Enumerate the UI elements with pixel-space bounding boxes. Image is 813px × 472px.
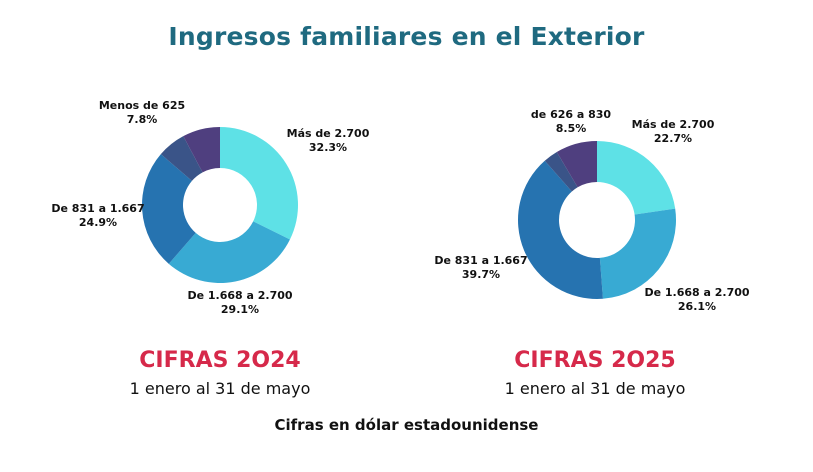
slice-label-0-4: Menos de 625 (99, 99, 185, 112)
slice-value-0-1: 29.1% (221, 303, 259, 316)
donut-slice-1-3 (544, 152, 578, 192)
slice-label-0-0: Más de 2.700 (287, 127, 370, 140)
slice-label-1-1: De 1.668 a 2.700 (644, 286, 749, 299)
donut-slice-1-2 (518, 160, 603, 299)
slice-label-1-2: De 831 a 1.667 (434, 254, 527, 267)
slice-label-1-0: Más de 2.700 (632, 118, 715, 131)
caption-2025-subtitle: 1 enero al 31 de mayo (504, 379, 686, 398)
slice-value-1-1: 26.1% (678, 300, 716, 313)
caption-2025-title: CIFRAS 2O25 (514, 348, 676, 373)
donut-slice-1-4 (556, 141, 597, 188)
donut-slice-0-4 (183, 127, 220, 173)
donut-slice-0-3 (160, 136, 203, 181)
slice-value-0-0: 32.3% (309, 141, 347, 154)
slice-value-1-4: 8.5% (556, 122, 587, 135)
donut-slice-0-2 (142, 154, 196, 264)
slice-label-0-2: De 831 a 1.667 (51, 202, 144, 215)
donut-slice-1-0 (597, 141, 676, 215)
slice-value-0-4: 7.8% (127, 113, 158, 126)
caption-2024-title: CIFRAS 2O24 (139, 348, 301, 373)
page-title: Ingresos familiares en el Exterior (168, 22, 645, 51)
slice-label-1-4: de 626 a 830 (531, 108, 612, 121)
caption-2024-subtitle: 1 enero al 31 de mayo (129, 379, 311, 398)
donut-slice-1-1 (599, 208, 676, 299)
currency-note: Cifras en dólar estadounidense (274, 416, 539, 434)
slice-value-1-0: 22.7% (654, 132, 692, 145)
slice-value-1-2: 39.7% (462, 268, 500, 281)
slice-label-0-1: De 1.668 a 2.700 (187, 289, 292, 302)
donut-slice-0-1 (168, 221, 290, 284)
donut-slice-0-0 (220, 127, 298, 240)
slice-value-0-2: 24.9% (79, 216, 117, 229)
